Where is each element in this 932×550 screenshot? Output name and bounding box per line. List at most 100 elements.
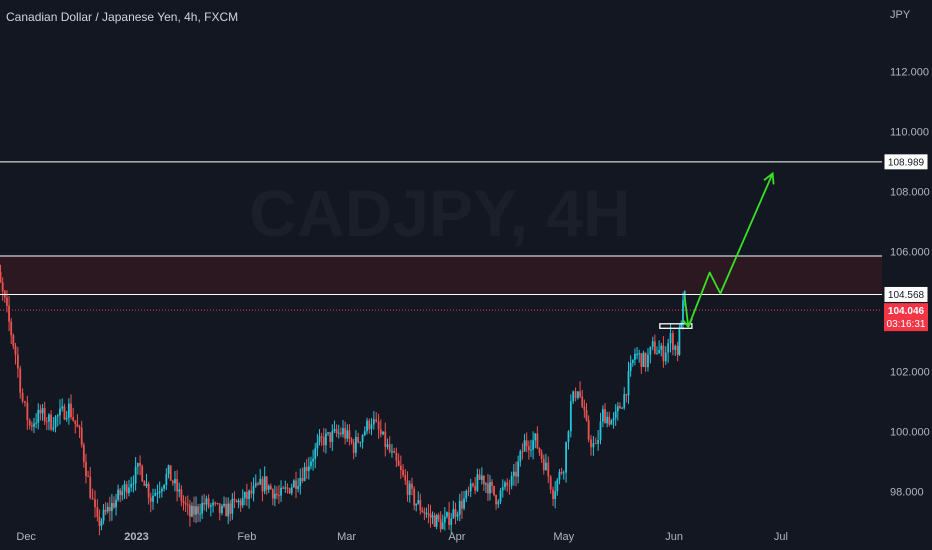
candle-down (182, 501, 185, 503)
candle-up (337, 432, 340, 434)
candle-down (590, 439, 592, 448)
candle-up (212, 502, 214, 506)
candle-up (154, 493, 157, 496)
candle-down (180, 489, 183, 502)
candle-down (423, 512, 426, 514)
candle-down (269, 485, 272, 490)
price-tags: 108.989 104.568 104.046 03:16:31 (883, 153, 929, 332)
candle-down (78, 426, 81, 428)
candle-down (619, 406, 621, 409)
candle-down (28, 420, 31, 426)
candle-up (121, 491, 124, 496)
candle-down (261, 478, 264, 492)
candle-down (305, 466, 308, 472)
candle-up (680, 322, 683, 329)
candle-down (521, 451, 524, 453)
candle-down (552, 489, 554, 500)
candle-up (102, 509, 105, 521)
candle-down (1, 282, 4, 292)
candle-down (74, 420, 77, 424)
candle-up (631, 359, 634, 363)
current-price-tag-bg (884, 303, 928, 332)
candle-up (292, 480, 295, 488)
candle-down (368, 420, 371, 430)
candle-up (100, 520, 103, 526)
candle-up (299, 478, 302, 487)
time-axis[interactable]: Dec 2023 Feb Mar Apr May Jun Jul (16, 531, 788, 543)
candle-up (110, 503, 113, 512)
candle-up (209, 505, 212, 507)
candle-down (235, 500, 238, 503)
candle-up (530, 449, 532, 451)
candle-up (33, 423, 35, 427)
bar-countdown-label: 03:16:31 (887, 319, 926, 330)
candle-up (333, 429, 336, 431)
candle-down (419, 500, 422, 511)
projection-arrowhead (763, 171, 775, 185)
candle-down (322, 437, 325, 446)
time-tick-label: Feb (237, 531, 256, 543)
time-tick-label: Jul (774, 531, 788, 543)
price-axis[interactable]: 112.000 110.000 108.000 106.000 102.000 100.0… (890, 67, 930, 499)
candle-up (572, 391, 575, 402)
candle-down (542, 458, 545, 471)
candle-up (314, 448, 317, 459)
candle-down (143, 481, 146, 486)
candle-up (248, 490, 251, 500)
candle-up (523, 440, 526, 452)
candle-down (275, 493, 278, 496)
candle-up (199, 513, 201, 515)
candle-up (476, 474, 479, 491)
candle-up (56, 415, 59, 417)
candle-down (352, 442, 355, 453)
candle-up (134, 466, 137, 484)
candle-up (237, 500, 240, 503)
candle-up (636, 353, 638, 355)
candle-down (119, 489, 122, 496)
candle-up (592, 443, 595, 448)
candle-down (676, 345, 679, 355)
candle-up (130, 483, 133, 488)
candle-up (132, 483, 135, 485)
candle-down (454, 509, 457, 517)
candle-up (504, 482, 506, 488)
candle-up (465, 491, 468, 499)
candle-up (660, 345, 663, 351)
candle-up (201, 502, 204, 514)
candle-up (647, 354, 649, 368)
candle-up (452, 509, 455, 519)
currency-label: JPY (890, 9, 911, 21)
candle-up (346, 430, 349, 439)
candle-down (85, 461, 87, 477)
marked-box (659, 323, 693, 329)
candle-up (158, 491, 161, 493)
candle-down (585, 410, 588, 421)
candle-down (538, 448, 541, 453)
candle-down (671, 333, 674, 350)
candle-down (295, 480, 297, 489)
projection-path (683, 173, 774, 328)
price-tick-label: 98.000 (890, 487, 924, 499)
candle-up (558, 471, 561, 480)
candle-down (329, 432, 332, 442)
candle-down (82, 444, 85, 462)
candle-down (583, 406, 586, 411)
candle-down (76, 423, 79, 427)
candle-down (427, 513, 430, 515)
candle-up (610, 420, 613, 425)
candle-down (397, 460, 400, 466)
candle-down (508, 485, 511, 487)
candle-down (26, 402, 29, 421)
candle-down (8, 305, 10, 322)
candle-down (388, 444, 391, 452)
candle-down (14, 346, 17, 355)
candle-up (656, 353, 658, 355)
candle-up (165, 474, 168, 485)
candle-down (467, 491, 470, 493)
candle-down (0, 272, 2, 283)
candle-down (399, 465, 402, 471)
candle-down (257, 483, 259, 485)
candle-down (393, 451, 396, 453)
candle-up (372, 419, 375, 425)
